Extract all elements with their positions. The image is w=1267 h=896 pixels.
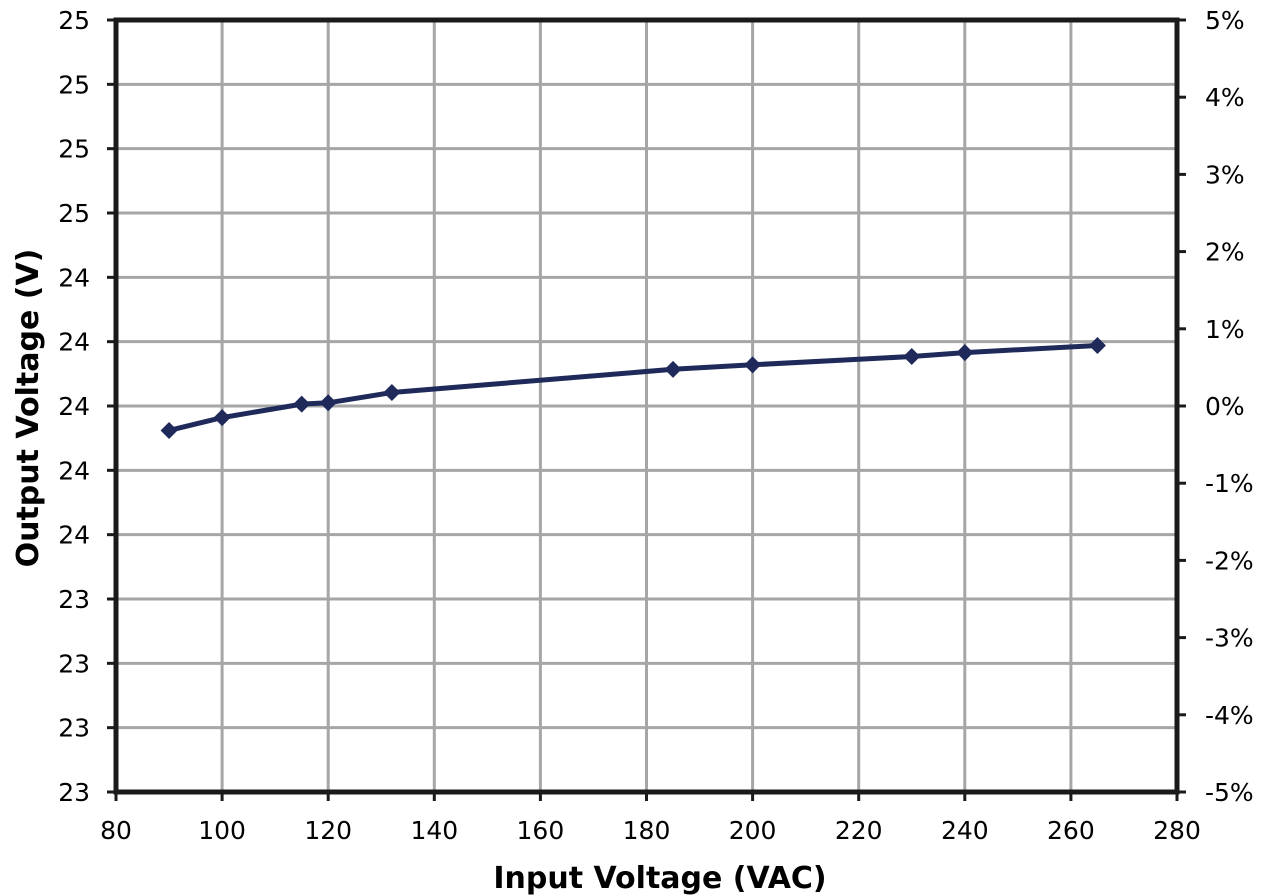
y-tick-label: 25 — [58, 70, 90, 99]
y2-tick-label: 2% — [1205, 238, 1245, 267]
y-tick-label: 23 — [58, 714, 90, 743]
x-axis-title: Input Voltage (VAC) — [493, 861, 826, 896]
y-tick-label: 23 — [58, 649, 90, 678]
y2-tick-label: -1% — [1205, 469, 1254, 498]
x-tick-label: 280 — [1153, 816, 1201, 845]
data-point — [744, 356, 762, 374]
x-tick-label: 120 — [304, 816, 352, 845]
series-layer — [160, 337, 1106, 439]
y-tick-label: 24 — [58, 456, 90, 485]
data-point — [319, 394, 337, 412]
y-tick-label: 25 — [58, 6, 90, 35]
y2-tick-label: 4% — [1205, 83, 1245, 112]
y-tick-label: 23 — [58, 585, 90, 614]
data-point — [903, 347, 921, 365]
y-tick-label: 23 — [58, 778, 90, 807]
y2-tick-label: 5% — [1205, 6, 1245, 35]
x-tick-label: 240 — [941, 816, 989, 845]
series-line — [168, 343, 1098, 433]
y-axis-ticks: 23 23 23 23 24 24 24 24 24 25 25 25 25 — [58, 6, 90, 807]
y2-tick-label: 1% — [1205, 315, 1245, 344]
y-tick-label: 24 — [58, 392, 90, 421]
data-point — [1088, 337, 1106, 355]
data-point — [213, 409, 231, 427]
y2-tick-label: -5% — [1205, 778, 1254, 807]
x-axis-ticks: 80 100 120 140 160 180 200 220 240 260 280 — [100, 816, 1201, 845]
y2-tick-label: -4% — [1205, 701, 1254, 730]
y-tick-label: 24 — [58, 328, 90, 357]
y-tick-label: 24 — [58, 521, 90, 550]
data-point — [293, 395, 311, 413]
y-tick-label: 25 — [58, 199, 90, 228]
x-tick-label: 100 — [198, 816, 246, 845]
x-tick-label: 160 — [517, 816, 565, 845]
y-axis-title: Output Voltage (V) — [11, 249, 46, 568]
data-point — [664, 360, 682, 378]
y2-tick-label: 0% — [1205, 392, 1245, 421]
y2-tick-label: -3% — [1205, 624, 1254, 653]
y-tick-label: 24 — [58, 263, 90, 292]
data-point — [956, 344, 974, 362]
x-tick-label: 80 — [100, 816, 132, 845]
plot-frame — [113, 17, 1180, 795]
grid — [116, 20, 1177, 792]
y2-axis-ticks: -5% -4% -3% -2% -1% 0% 1% 2% 3% 4% 5% — [1205, 6, 1254, 807]
x-tick-label: 260 — [1047, 816, 1095, 845]
y2-tick-label: 3% — [1205, 160, 1245, 189]
data-point — [160, 421, 178, 439]
x-tick-label: 200 — [729, 816, 777, 845]
data-point — [383, 383, 401, 401]
y2-tick-label: -2% — [1205, 546, 1254, 575]
axes — [107, 17, 1186, 801]
x-tick-label: 140 — [410, 816, 458, 845]
x-tick-label: 180 — [623, 816, 671, 845]
y-tick-label: 25 — [58, 135, 90, 164]
x-tick-label: 220 — [835, 816, 883, 845]
